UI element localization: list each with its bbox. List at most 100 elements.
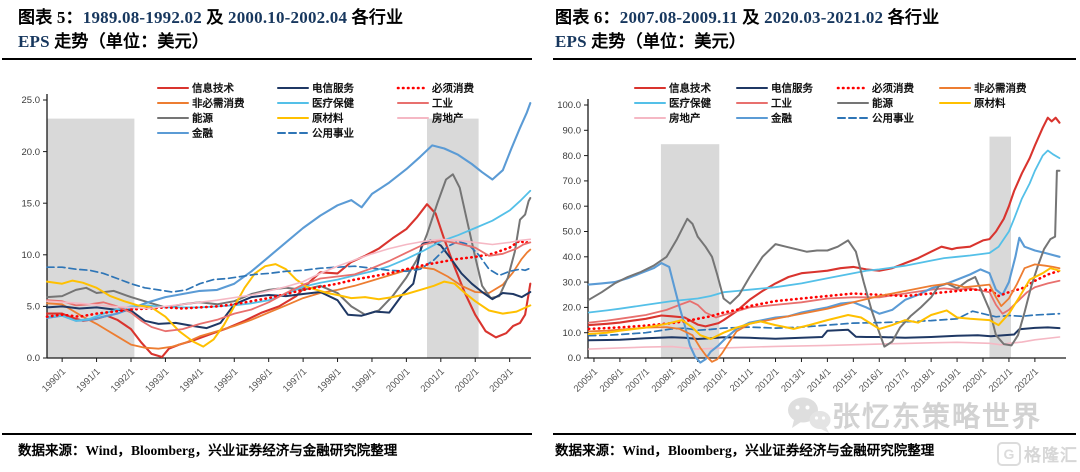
source-note: 数据来源：Wind，Bloomberg，兴业证券经济与金融研究院整理 [555, 443, 935, 458]
title-segment: 走势（单位：美元） [586, 32, 747, 51]
watermark-text: 张忆东策略世界 [832, 402, 1043, 433]
title-segment: 及 [201, 8, 229, 27]
series-line [587, 149, 1061, 314]
series-line [587, 279, 1061, 324]
title-divider-rule [2, 58, 532, 60]
y-tick-label: 25.0 [22, 95, 41, 106]
series-line [46, 239, 532, 333]
y-tick-label: 10.0 [22, 250, 41, 261]
series-line [46, 238, 532, 310]
title-segment: 各行业 [347, 8, 404, 27]
legend-label: 必须消费 [431, 82, 474, 95]
x-tick-label: 1994/1 [178, 366, 206, 394]
y-tick-label: 15.0 [22, 198, 41, 209]
series-line [46, 239, 532, 330]
legend-label: 信息技术 [192, 82, 234, 95]
legend-label: 电信服务 [771, 82, 813, 95]
legend-label: 信息技术 [669, 82, 711, 95]
legend-label: 非必需消费 [974, 82, 1027, 95]
y-tick-label: 30.0 [563, 277, 582, 288]
y-tick-label: 100.0 [557, 100, 581, 111]
source-note: 数据来源：Wind，Bloomberg，兴业证券经济与金融研究院整理 [18, 443, 398, 458]
legend-label: 房地产 [432, 112, 464, 125]
x-tick-label: 2000/1 [384, 366, 412, 394]
gelonghui-text: 格隆汇 [1024, 446, 1078, 465]
x-tick-label: 2019/1 [935, 366, 963, 394]
x-tick-label: 2003/1 [487, 366, 515, 394]
y-tick-label: 70.0 [563, 176, 582, 187]
title-segment: 1989.08-1992.02 [82, 8, 202, 27]
x-tick-label: 1990/1 [40, 366, 68, 394]
x-tick-label: 2002/1 [453, 366, 481, 394]
eps-line-chart-figure-6: 0.0 10.0 20.0 30.0 40.0 50.0 60.0 70.0 80.0 90.0 1… [557, 82, 1066, 395]
y-tick-label: 0.0 [568, 353, 581, 364]
legend-label: 公用事业 [312, 127, 354, 140]
y-tick-label: 40.0 [563, 252, 582, 263]
y-tick-label: 10.0 [563, 328, 582, 339]
x-tick-label: 2008/1 [650, 366, 678, 394]
x-tick-label: 1992/1 [109, 366, 137, 394]
x-tick-label: 2017/1 [883, 366, 911, 394]
series-line [587, 236, 1061, 364]
series-line [587, 336, 1061, 350]
title-segment: 图表 5： [18, 8, 83, 27]
x-tick-label: 2011/1 [728, 366, 756, 394]
legend-label: 工业 [432, 97, 453, 110]
title-segment: EPS [18, 32, 50, 51]
title-divider-rule [553, 58, 1076, 60]
x-tick-label: 2015/1 [831, 366, 859, 394]
series-line [45, 102, 532, 322]
author-watermark: 张忆东策略世界 [786, 395, 1042, 435]
x-tick-label: 1999/1 [350, 366, 378, 394]
title-segment: 走势（单位：美元） [49, 32, 210, 51]
legend-label: 原材料 [974, 97, 1006, 110]
series-line [587, 269, 1061, 331]
figure-6-panel: 图表 6：2007.08-2009.11 及 2020.03-2021.02 各… [540, 0, 1080, 472]
x-tick-label: 2006/1 [598, 366, 626, 394]
title-segment: EPS [555, 32, 587, 51]
source-divider-rule [2, 433, 532, 435]
title-segment: 2000.10-2002.04 [228, 8, 348, 27]
series-line [587, 263, 1061, 363]
legend-label: 原材料 [312, 112, 344, 125]
x-tick-label: 2001/1 [419, 366, 447, 394]
x-tick-label: 2012/1 [753, 366, 781, 394]
title-segment: 2007.08-2009.11 [619, 8, 738, 27]
x-tick-label: 2016/1 [857, 366, 885, 394]
y-tick-label: 20.0 [22, 147, 41, 158]
title-line: EPS 走势（单位：美元） [555, 30, 1072, 54]
y-tick-label: 60.0 [563, 201, 582, 212]
x-tick-label: 2007/1 [624, 366, 652, 394]
title-segment: 图表 6： [555, 8, 620, 27]
series-line [46, 240, 532, 293]
x-tick-label: 1998/1 [315, 366, 343, 394]
legend-label: 能源 [192, 112, 213, 125]
x-tick-label: 1993/1 [143, 366, 171, 394]
series-line [587, 310, 1061, 337]
wechat-bubbles-icon [788, 397, 831, 433]
eps-line-chart-figure-5: 0.0 5.0 10.0 15.0 20.0 25.0 1990/1 1991/1 1992/1… [22, 82, 532, 395]
y-tick-label: 5.0 [27, 302, 40, 313]
legend-label: 工业 [771, 97, 792, 110]
figure-6-title: 图表 6：2007.08-2009.11 及 2020.03-2021.02 各… [555, 6, 1072, 54]
x-tick-label: 2009/1 [676, 366, 704, 394]
legend-label: 金融 [191, 127, 213, 140]
figure-5-title: 图表 5：1989.08-1992.02 及 2000.10-2002.04 各… [18, 6, 532, 54]
legend-label: 医疗保健 [669, 97, 711, 110]
y-tick-label: 90.0 [563, 126, 582, 137]
series-line [46, 263, 532, 348]
legend-label: 非必需消费 [192, 97, 245, 110]
gelonghui-watermark: G 格隆汇 [997, 441, 1078, 466]
legend-label: 医疗保健 [312, 97, 354, 110]
series-line [46, 248, 532, 350]
x-tick-label: 2014/1 [805, 366, 833, 394]
title-segment: 各行业 [883, 8, 940, 27]
y-tick-label: 20.0 [563, 303, 582, 314]
x-tick-label: 1997/1 [281, 366, 309, 394]
x-tick-label: 2018/1 [909, 366, 937, 394]
series-line [45, 203, 532, 359]
series-line [587, 326, 1061, 342]
title-line: EPS 走势（单位：美元） [18, 30, 532, 54]
y-tick-label: 80.0 [563, 151, 582, 162]
